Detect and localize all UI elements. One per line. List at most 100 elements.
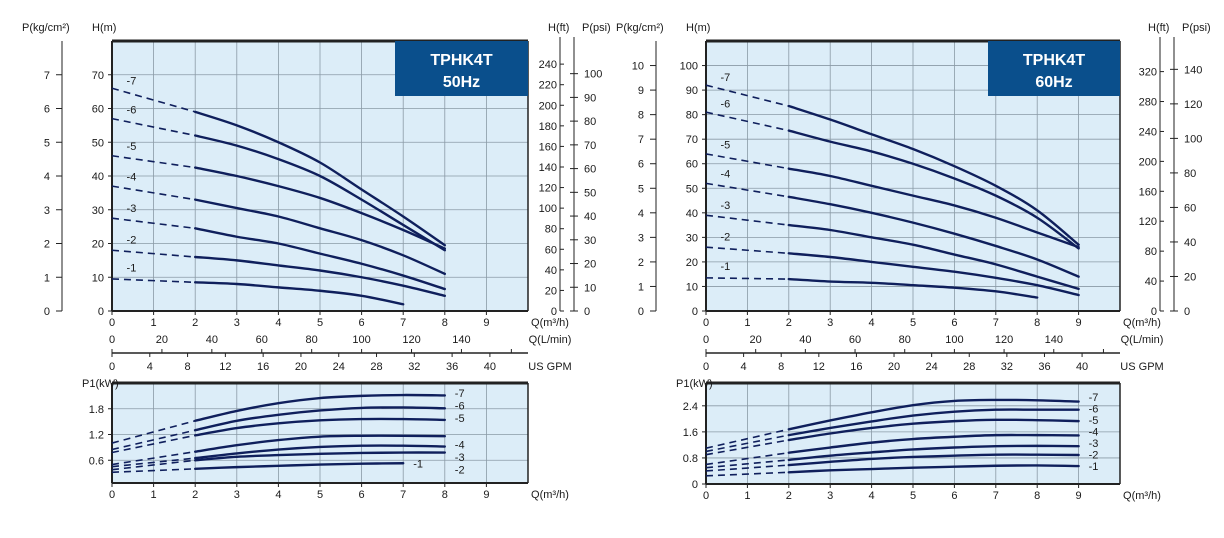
- curve-dashed-segment: [111, 459, 196, 471]
- curve-solid-segment: [194, 406, 446, 432]
- psi-tick-label: 80: [584, 116, 596, 128]
- kg-tick-label: 7: [638, 134, 644, 146]
- x-tick-label: 1: [151, 489, 157, 501]
- curve-dashed-segment: [111, 429, 196, 451]
- ft-tick-label: 200: [1139, 156, 1157, 168]
- kg-tick-label: 3: [638, 232, 644, 244]
- curve-dashed-segment: [705, 439, 789, 456]
- curve-label: -1: [1089, 461, 1099, 473]
- gpm-tick-label: 4: [741, 361, 747, 373]
- chart-2: 0 1 2 3 4 5 6 7 8 9 Q(m³/h) 0.6 1.2 1.8 P1(kW) -7-6-5 -4…: [82, 378, 569, 501]
- x-tick-label: 7: [993, 490, 999, 502]
- curve-solid-segment: [194, 110, 446, 247]
- kg-tick-label: 5: [44, 137, 50, 149]
- curve-solid-segment: [787, 223, 1080, 291]
- kg-tick-label: 2: [638, 257, 644, 269]
- psi-tick-label: 0: [584, 306, 590, 318]
- title-box: [988, 41, 1120, 96]
- curve-solid-segment: [194, 417, 446, 437]
- chart-3: 0 1 2 3 4 5 6 7 8 9 Q(m³/h)00.81.62.4P1(kW)-7-6-5-…: [676, 378, 1161, 502]
- curve-solid-segment: [194, 227, 446, 291]
- x-tick-label: 5: [910, 490, 916, 502]
- ft-tick-label: 280: [1139, 97, 1157, 109]
- curve-dashed-segment: [111, 117, 196, 137]
- ft-tick-label: 180: [539, 121, 557, 133]
- gpm-tick-label: 28: [370, 361, 382, 373]
- kg-tick-label: 3: [44, 205, 50, 217]
- psi-tick-label: 40: [584, 211, 596, 223]
- curve-dashed-segment: [705, 246, 789, 255]
- x-tick-label: 6: [359, 317, 365, 329]
- y-tick-label: 70: [92, 70, 104, 82]
- curve-label: -4: [1089, 427, 1099, 439]
- x-tick-label: 8: [442, 317, 448, 329]
- kg-tick-label: 7: [44, 70, 50, 82]
- kg-tick-label: 4: [638, 208, 644, 220]
- curve-dashed-segment: [111, 217, 196, 230]
- kg-axis-title: P(kg/cm²): [616, 22, 664, 34]
- gpm-tick-label: 40: [1076, 361, 1088, 373]
- curve-solid-segment: [787, 167, 1080, 249]
- gpm-tick-label: 32: [408, 361, 420, 373]
- y-tick-label: 40: [686, 208, 698, 220]
- gpm-tick-label: 36: [446, 361, 458, 373]
- x-tick-label: 1: [744, 317, 750, 329]
- series--3: -3: [111, 203, 446, 291]
- x-tick-label: 3: [827, 317, 833, 329]
- psi-tick-label: 140: [1184, 64, 1202, 76]
- curve-dashed-segment: [705, 451, 789, 466]
- curve-label: -3: [1089, 438, 1099, 450]
- y-tick-label: 90: [686, 85, 698, 97]
- curve-solid-segment: [194, 393, 446, 422]
- series--5: -5: [705, 139, 1080, 249]
- y-tick-label: 60: [92, 104, 104, 116]
- series--7: -7: [111, 75, 446, 247]
- gpm-tick-label: 8: [185, 361, 191, 373]
- x-axis-title: Q(m³/h): [531, 489, 569, 501]
- x-tick-label: 8: [1034, 317, 1040, 329]
- x-tick-label: 9: [483, 489, 489, 501]
- x-tick-label: 2: [192, 489, 198, 501]
- curve-solid-segment: [787, 398, 1080, 431]
- ft-axis-title: H(ft): [1148, 22, 1169, 34]
- ft-axis-title: H(ft): [548, 22, 569, 34]
- curve-solid-segment: [787, 444, 1080, 462]
- lmin-tick-label: 120: [995, 334, 1013, 346]
- curve-dashed-segment: [705, 464, 789, 472]
- x-tick-label: 3: [234, 317, 240, 329]
- y-axis-title: H(m): [686, 22, 710, 34]
- curve-label: -1: [127, 263, 137, 275]
- ft-tick-label: 20: [545, 285, 557, 297]
- ft-tick-label: 0: [551, 306, 557, 318]
- curve-dashed-segment: [111, 154, 196, 169]
- curve-label: -5: [720, 139, 730, 151]
- x-tick-label: 9: [1076, 490, 1082, 502]
- series--7: -7: [111, 388, 465, 444]
- x-tick-label: 6: [951, 490, 957, 502]
- x-tick-label: 3: [234, 489, 240, 501]
- gpm-tick-label: 24: [926, 361, 938, 373]
- y-tick-label: 20: [686, 257, 698, 269]
- lmin-tick-label: 60: [849, 334, 861, 346]
- curve-dashed-segment: [111, 457, 196, 468]
- gpm-tick-label: 4: [147, 361, 153, 373]
- x-tick-label: 9: [1076, 317, 1082, 329]
- x-tick-label: 5: [317, 317, 323, 329]
- x-axis-title: Q(m³/h): [1123, 317, 1161, 329]
- gpm-tick-label: 0: [109, 361, 115, 373]
- series--5: -5: [111, 413, 465, 454]
- kg-tick-label: 1: [44, 272, 50, 284]
- series--4: -4: [111, 434, 465, 466]
- series--2: -2: [705, 450, 1099, 472]
- lmin-tick-label: 40: [206, 334, 218, 346]
- ft-tick-label: 80: [1145, 246, 1157, 258]
- x-tick-label: 9: [483, 317, 489, 329]
- lmin-tick-label: 20: [156, 334, 168, 346]
- lmin-tick-label: 40: [799, 334, 811, 346]
- curve-dashed-segment: [705, 459, 789, 469]
- curve-dashed-segment: [111, 185, 196, 201]
- lmin-tick-label: 80: [899, 334, 911, 346]
- curve-label: -2: [1089, 450, 1099, 462]
- y-tick-label: 50: [686, 183, 698, 195]
- lmin-tick-label: 0: [703, 334, 709, 346]
